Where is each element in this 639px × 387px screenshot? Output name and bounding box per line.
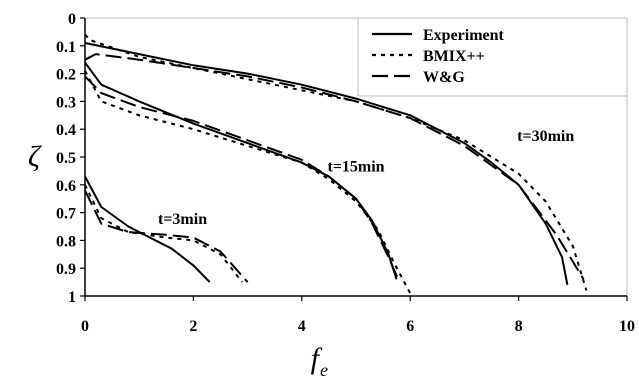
y-tick-label: 0.3 [56,94,76,111]
annotation-layer: t=30min t=15min t=3min [158,128,574,228]
x-tick-label: 8 [515,318,523,335]
y-tick-label: 1 [68,289,76,306]
x-tick-label: 4 [298,318,306,335]
series-line-t30min-dashed [84,53,585,280]
annotation-label: t=30min [517,128,574,145]
series-line-t3min-dotted [84,184,243,283]
y-tick-label: 0.9 [56,261,76,278]
y-tick-label: 0.6 [56,178,76,195]
legend-label: BMIX++ [423,48,485,65]
x-tick-label: 6 [406,318,414,335]
series-line-t3min-solid [84,176,211,283]
series-layer [84,33,588,294]
x-axis-title-subscript: e [320,360,328,380]
legend-box [357,17,628,97]
x-tick-label: 0 [81,318,89,335]
y-tick-label: 0.1 [56,39,76,56]
y-tick-label: 0.8 [56,233,76,250]
series-line-t15min-dashed [84,75,401,283]
x-tick-label: 2 [189,318,197,335]
legend-label: W&G [423,69,465,86]
y-tick-label: 0.5 [56,150,76,167]
x-axis-ticks: 0 2 4 6 8 10 [81,296,635,335]
annotation-label: t=3min [158,211,207,228]
series-line-t15min-dotted [84,70,412,294]
x-tick-label: 10 [619,318,635,335]
legend: Experiment BMIX++ W&G [357,17,628,97]
y-tick-label: 0.4 [56,122,76,139]
y-axis-ticks: 0 0.1 0.2 0.3 0.4 0.5 0.6 0.7 0.8 0.9 1 [56,11,85,306]
y-axis-title: ζ [28,140,42,173]
x-axis-title: f e [311,342,328,380]
series-line-t30min-solid [84,42,569,286]
annotation-label: t=15min [327,158,384,175]
y-tick-label: 0.2 [56,67,76,84]
series-line-t3min-dashed [84,189,249,283]
y-tick-label: 0.7 [56,206,76,223]
legend-label: Experiment [423,27,505,44]
y-tick-label: 0 [68,11,76,28]
